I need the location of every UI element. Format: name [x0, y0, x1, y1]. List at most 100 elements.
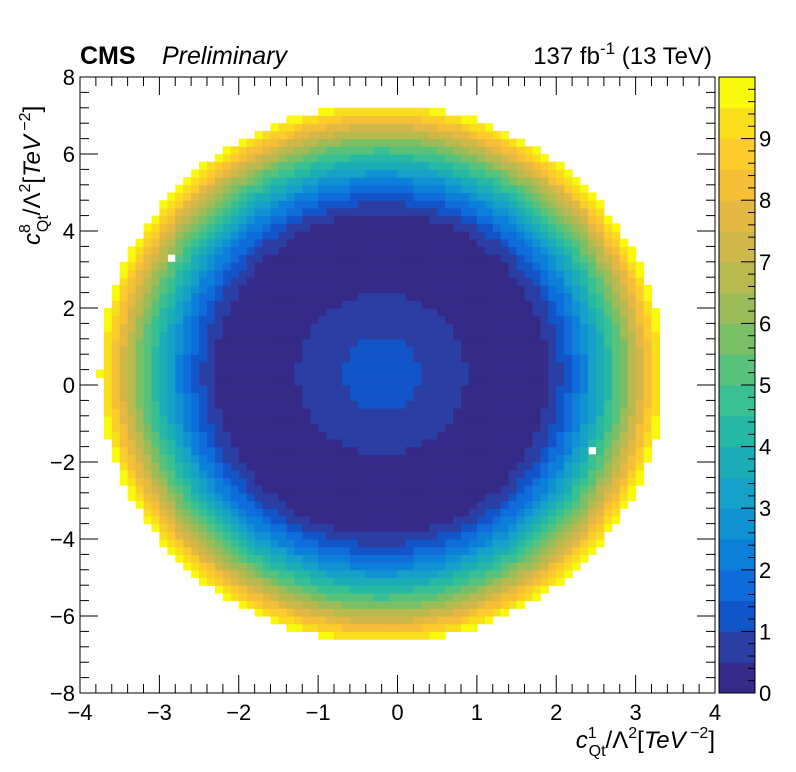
heatmap-cell: [207, 531, 216, 540]
heatmap-cell: [413, 546, 422, 555]
heatmap-cell: [429, 192, 438, 201]
heatmap-cell: [254, 577, 264, 586]
heatmap-cell: [508, 415, 518, 425]
heatmap-cell: [437, 616, 446, 625]
heatmap-cell: [326, 254, 335, 263]
heatmap-cell: [421, 508, 430, 517]
heatmap-cell: [294, 392, 303, 401]
heatmap-cell: [183, 477, 192, 486]
heatmap-cell: [175, 523, 184, 532]
heatmap-cell: [143, 269, 153, 278]
heatmap-cell: [572, 231, 581, 240]
heatmap-cell: [238, 546, 248, 555]
heatmap-cell: [540, 308, 549, 317]
heatmap-cell: [270, 315, 280, 324]
heatmap-cell: [421, 392, 430, 401]
heatmap-cell: [373, 623, 383, 632]
heatmap-cell: [302, 423, 311, 432]
heatmap-cell: [453, 546, 462, 555]
heatmap-cell: [199, 469, 208, 478]
heatmap-cell: [421, 323, 430, 332]
heatmap-cell: [111, 400, 121, 409]
heatmap-cell: [484, 508, 494, 517]
heatmap-cell: [429, 346, 438, 355]
heatmap-cell: [127, 315, 137, 324]
heatmap-cell: [167, 331, 176, 340]
heatmap-cell: [111, 431, 121, 440]
heatmap-cell: [246, 300, 256, 309]
heatmap-cell: [492, 485, 502, 494]
heatmap-cell: [532, 346, 541, 355]
heatmap-cell: [572, 354, 581, 363]
heatmap-cell: [397, 369, 407, 378]
heatmap-cell: [492, 400, 502, 409]
heatmap-cell: [437, 207, 446, 217]
heatmap-cell: [484, 446, 494, 455]
heatmap-cell: [476, 539, 486, 548]
heatmap-cell: [349, 269, 359, 278]
heatmap-cell: [524, 477, 534, 486]
heatmap-cell: [603, 361, 613, 371]
heatmap-cell: [373, 585, 383, 594]
heatmap-cell: [214, 261, 224, 271]
heatmap-cell: [326, 515, 335, 525]
heatmap-cell: [373, 177, 383, 186]
heatmap-cell: [326, 531, 335, 540]
heatmap-cell: [270, 300, 280, 309]
heatmap-cell: [397, 315, 407, 324]
heatmap-cell: [619, 300, 629, 309]
heatmap-cell: [254, 585, 264, 594]
heatmap-cell: [127, 438, 137, 448]
heatmap-cell: [278, 415, 287, 425]
heatmap-cell: [548, 354, 557, 363]
heatmap-cell: [524, 161, 534, 170]
heatmap-cell: [207, 408, 216, 417]
heatmap-cell: [103, 377, 113, 386]
heatmap-cell: [207, 469, 216, 478]
heatmap-cell: [310, 346, 319, 355]
experiment-label: CMS: [80, 42, 136, 70]
heatmap-cell: [262, 207, 272, 217]
heatmap-cell: [310, 392, 319, 401]
heatmap-cell: [175, 246, 184, 255]
heatmap-cell: [214, 477, 224, 486]
heatmap-cell: [651, 415, 661, 425]
heatmap-cell: [254, 292, 264, 301]
heatmap-cell: [619, 446, 629, 455]
heatmap-cell: [532, 462, 541, 471]
colorbar-segment: [719, 569, 755, 602]
heatmap-cell: [262, 485, 272, 494]
heatmap-cell: [310, 261, 319, 271]
heatmap-cell: [270, 308, 280, 317]
heatmap-cell: [476, 569, 486, 579]
heatmap-cell: [468, 531, 478, 540]
heatmap-cell: [357, 138, 367, 147]
heatmap-cell: [318, 562, 327, 571]
heatmap-cell: [508, 492, 518, 502]
heatmap-cell: [635, 292, 645, 301]
heatmap-cell: [508, 246, 518, 255]
heatmap-cell: [302, 523, 311, 532]
heatmap-cell: [603, 469, 613, 478]
heatmap-cell: [381, 369, 391, 378]
heatmap-cell: [238, 423, 248, 432]
heatmap-cell: [508, 284, 518, 294]
heatmap-cell: [627, 261, 637, 271]
heatmap-cell: [278, 169, 287, 178]
heatmap-cell: [500, 246, 510, 255]
heatmap-cell: [556, 492, 565, 502]
heatmap-cell: [532, 169, 541, 178]
heatmap-cell: [143, 477, 153, 486]
heatmap-cell: [302, 369, 311, 378]
heatmap-cell: [389, 515, 399, 525]
heatmap-cell: [135, 277, 145, 286]
heatmap-cell: [603, 277, 613, 286]
heatmap-cell: [357, 161, 367, 170]
heatmap-cell: [516, 184, 526, 194]
heatmap-cell: [302, 292, 311, 301]
heatmap-cell: [492, 423, 502, 432]
heatmap-cell: [556, 223, 565, 232]
heatmap-cell: [397, 292, 407, 301]
heatmap-cell: [159, 431, 168, 440]
heatmap-cell: [230, 261, 240, 271]
